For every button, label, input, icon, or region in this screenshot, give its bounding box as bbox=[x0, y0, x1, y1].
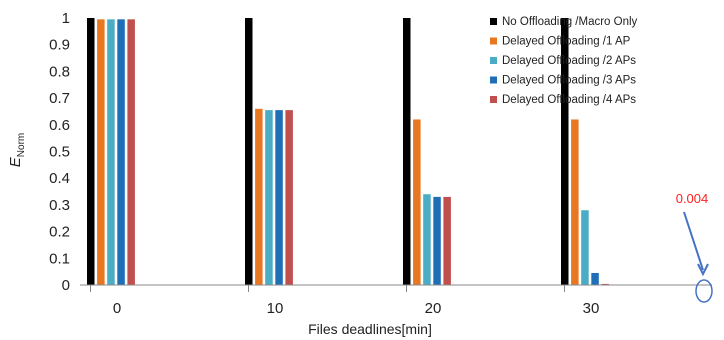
y-axis-label-main: E bbox=[7, 156, 24, 167]
x-tick-label: 10 bbox=[267, 300, 284, 317]
bars bbox=[87, 18, 609, 286]
y-tick-label: 0.8 bbox=[49, 63, 70, 80]
legend-label: No Offloading /Macro Only bbox=[502, 16, 638, 28]
bar bbox=[581, 210, 589, 285]
y-tick-label: 0.6 bbox=[49, 117, 70, 134]
y-tick-label: 0.9 bbox=[49, 37, 70, 54]
legend-label: Delayed Offloading /1 AP bbox=[502, 36, 631, 48]
y-tick-label: 0.5 bbox=[49, 144, 70, 161]
bar bbox=[107, 19, 115, 286]
bar bbox=[601, 283, 609, 285]
legend-label: Delayed Offloading /4 APs bbox=[502, 94, 636, 106]
bar bbox=[413, 119, 421, 286]
bar bbox=[117, 19, 125, 286]
annotation: 0.004 bbox=[676, 191, 713, 303]
y-axis-ticks: 0 0.1 0.2 0.3 0.4 0.5 0.6 0.7 0.8 0.9 1 bbox=[49, 10, 70, 294]
y-tick-label: 1 bbox=[62, 10, 70, 27]
x-axis-ticks: 0 10 20 30 bbox=[90, 285, 600, 317]
x-tick-label: 20 bbox=[425, 300, 442, 317]
bar bbox=[591, 272, 599, 285]
bar bbox=[255, 108, 263, 285]
legend-swatch bbox=[490, 18, 497, 25]
x-axis-label: Files deadlines[min] bbox=[308, 321, 432, 337]
x-tick-label: 30 bbox=[583, 300, 600, 317]
y-tick-label: 0.7 bbox=[49, 90, 70, 107]
y-tick-label: 0.3 bbox=[49, 197, 70, 214]
bar bbox=[443, 196, 451, 285]
y-tick-label: 0.2 bbox=[49, 224, 70, 241]
bar bbox=[245, 18, 253, 285]
legend-swatch bbox=[490, 57, 497, 64]
bar bbox=[265, 110, 273, 286]
bar bbox=[275, 110, 283, 286]
bar bbox=[561, 18, 569, 285]
x-tick-label: 0 bbox=[113, 300, 121, 317]
legend-swatch bbox=[490, 76, 497, 84]
bar bbox=[97, 19, 105, 286]
annotation-circle bbox=[695, 279, 713, 303]
bar bbox=[571, 119, 579, 286]
annotation-arrowhead bbox=[697, 263, 709, 277]
legend-label: Delayed Offloading /3 APs bbox=[502, 75, 636, 87]
y-tick-label: 0.1 bbox=[49, 250, 70, 267]
legend-swatch bbox=[490, 37, 497, 45]
legend-label: Delayed Offloading /2 APs bbox=[502, 55, 636, 67]
bar bbox=[87, 18, 95, 285]
bar bbox=[433, 196, 441, 285]
annotation-label: 0.004 bbox=[676, 191, 709, 206]
y-tick-label: 0 bbox=[62, 277, 70, 294]
bar bbox=[285, 110, 293, 286]
annotation-arrow bbox=[683, 211, 704, 271]
bar bbox=[127, 19, 135, 286]
legend: No Offloading /Macro Only Delayed Offload… bbox=[490, 16, 638, 106]
y-axis-label: ENorm bbox=[7, 133, 27, 167]
legend-swatch bbox=[490, 96, 497, 103]
y-tick-label: 0.4 bbox=[49, 170, 70, 187]
y-axis-label-sub: Norm bbox=[16, 133, 27, 157]
bar bbox=[423, 194, 431, 285]
bar bbox=[403, 18, 411, 285]
